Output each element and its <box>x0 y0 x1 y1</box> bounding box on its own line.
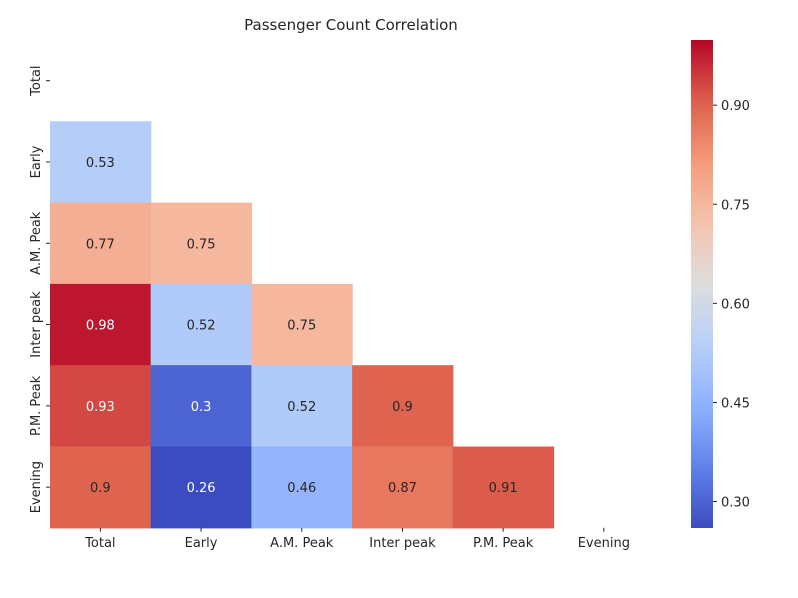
y-axis: Total Early A.M. Peak Inter peak P.M. Peak Ev… <box>29 65 50 513</box>
cell-value-label: 0.75 <box>187 237 216 252</box>
heatmap-cell <box>150 365 252 448</box>
x-tick-label: Early <box>185 536 218 551</box>
heatmap-cell <box>251 446 353 529</box>
colorbar-tick-label: 0.30 <box>721 496 750 511</box>
cell-value-label: 0.52 <box>287 400 316 415</box>
cell-value-label: 0.93 <box>86 400 115 415</box>
cell-value-label: 0.3 <box>191 400 212 415</box>
x-axis: Total Early A.M. Peak Inter peak P.M. Peak Ev… <box>84 527 630 551</box>
colorbar-gradient <box>691 40 713 528</box>
colorbar-tick-label: 0.60 <box>721 297 750 312</box>
heatmap-cell <box>251 365 353 448</box>
colorbar-tick-label: 0.90 <box>721 99 750 114</box>
heatmap-cell <box>352 365 454 448</box>
cell-value-label: 0.91 <box>489 481 518 496</box>
cell-value-label: 0.26 <box>187 481 216 496</box>
heatmap-cells <box>50 121 555 529</box>
heatmap-cell <box>150 202 252 285</box>
cell-value-label: 0.53 <box>86 156 115 171</box>
heatmap-cell <box>150 283 252 366</box>
heatmap-cell <box>50 202 152 285</box>
y-tick-label: Early <box>29 145 44 178</box>
x-tick-label: Evening <box>578 536 630 551</box>
y-tick-label: P.M. Peak <box>29 375 44 436</box>
heatmap-cell <box>452 446 555 529</box>
heatmap-cell <box>352 446 454 529</box>
y-tick-label: Evening <box>29 461 44 513</box>
y-tick-label: Total <box>29 65 44 96</box>
cell-value-label: 0.77 <box>86 237 115 252</box>
heatmap-cell <box>50 446 152 529</box>
heatmap-cell <box>150 446 252 529</box>
heatmap-cell <box>50 365 152 448</box>
cell-value-label: 0.75 <box>287 319 316 334</box>
cell-value-label: 0.46 <box>287 481 316 496</box>
cell-value-label: 0.98 <box>86 319 115 334</box>
cell-value-label: 0.9 <box>392 400 413 415</box>
x-tick-label: Total <box>84 536 115 551</box>
y-tick-label: A.M. Peak <box>29 211 44 275</box>
x-tick-label: P.M. Peak <box>473 536 534 551</box>
colorbar-tick-label: 0.45 <box>721 396 750 411</box>
cell-annotations: 0.53 0.77 0.75 0.98 0.52 0.75 0.93 0.3 0.52 0.9 0.… <box>86 156 518 496</box>
x-tick-label: Inter peak <box>369 536 436 551</box>
colorbar: 0.30 0.45 0.60 0.75 0.90 <box>691 40 750 528</box>
cell-value-label: 0.52 <box>187 319 216 334</box>
cell-value-label: 0.9 <box>90 481 111 496</box>
colorbar-tick-label: 0.75 <box>721 198 750 213</box>
heatmap-cell <box>50 283 152 366</box>
chart-title: Passenger Count Correlation <box>244 16 458 34</box>
colorbar-ticks: 0.30 0.45 0.60 0.75 0.90 <box>713 99 750 511</box>
cell-value-label: 0.87 <box>388 481 417 496</box>
y-tick-label: Inter peak <box>29 291 44 358</box>
heatmap-cell <box>251 283 353 366</box>
heatmap-cell <box>50 121 152 204</box>
x-tick-label: A.M. Peak <box>270 536 334 551</box>
